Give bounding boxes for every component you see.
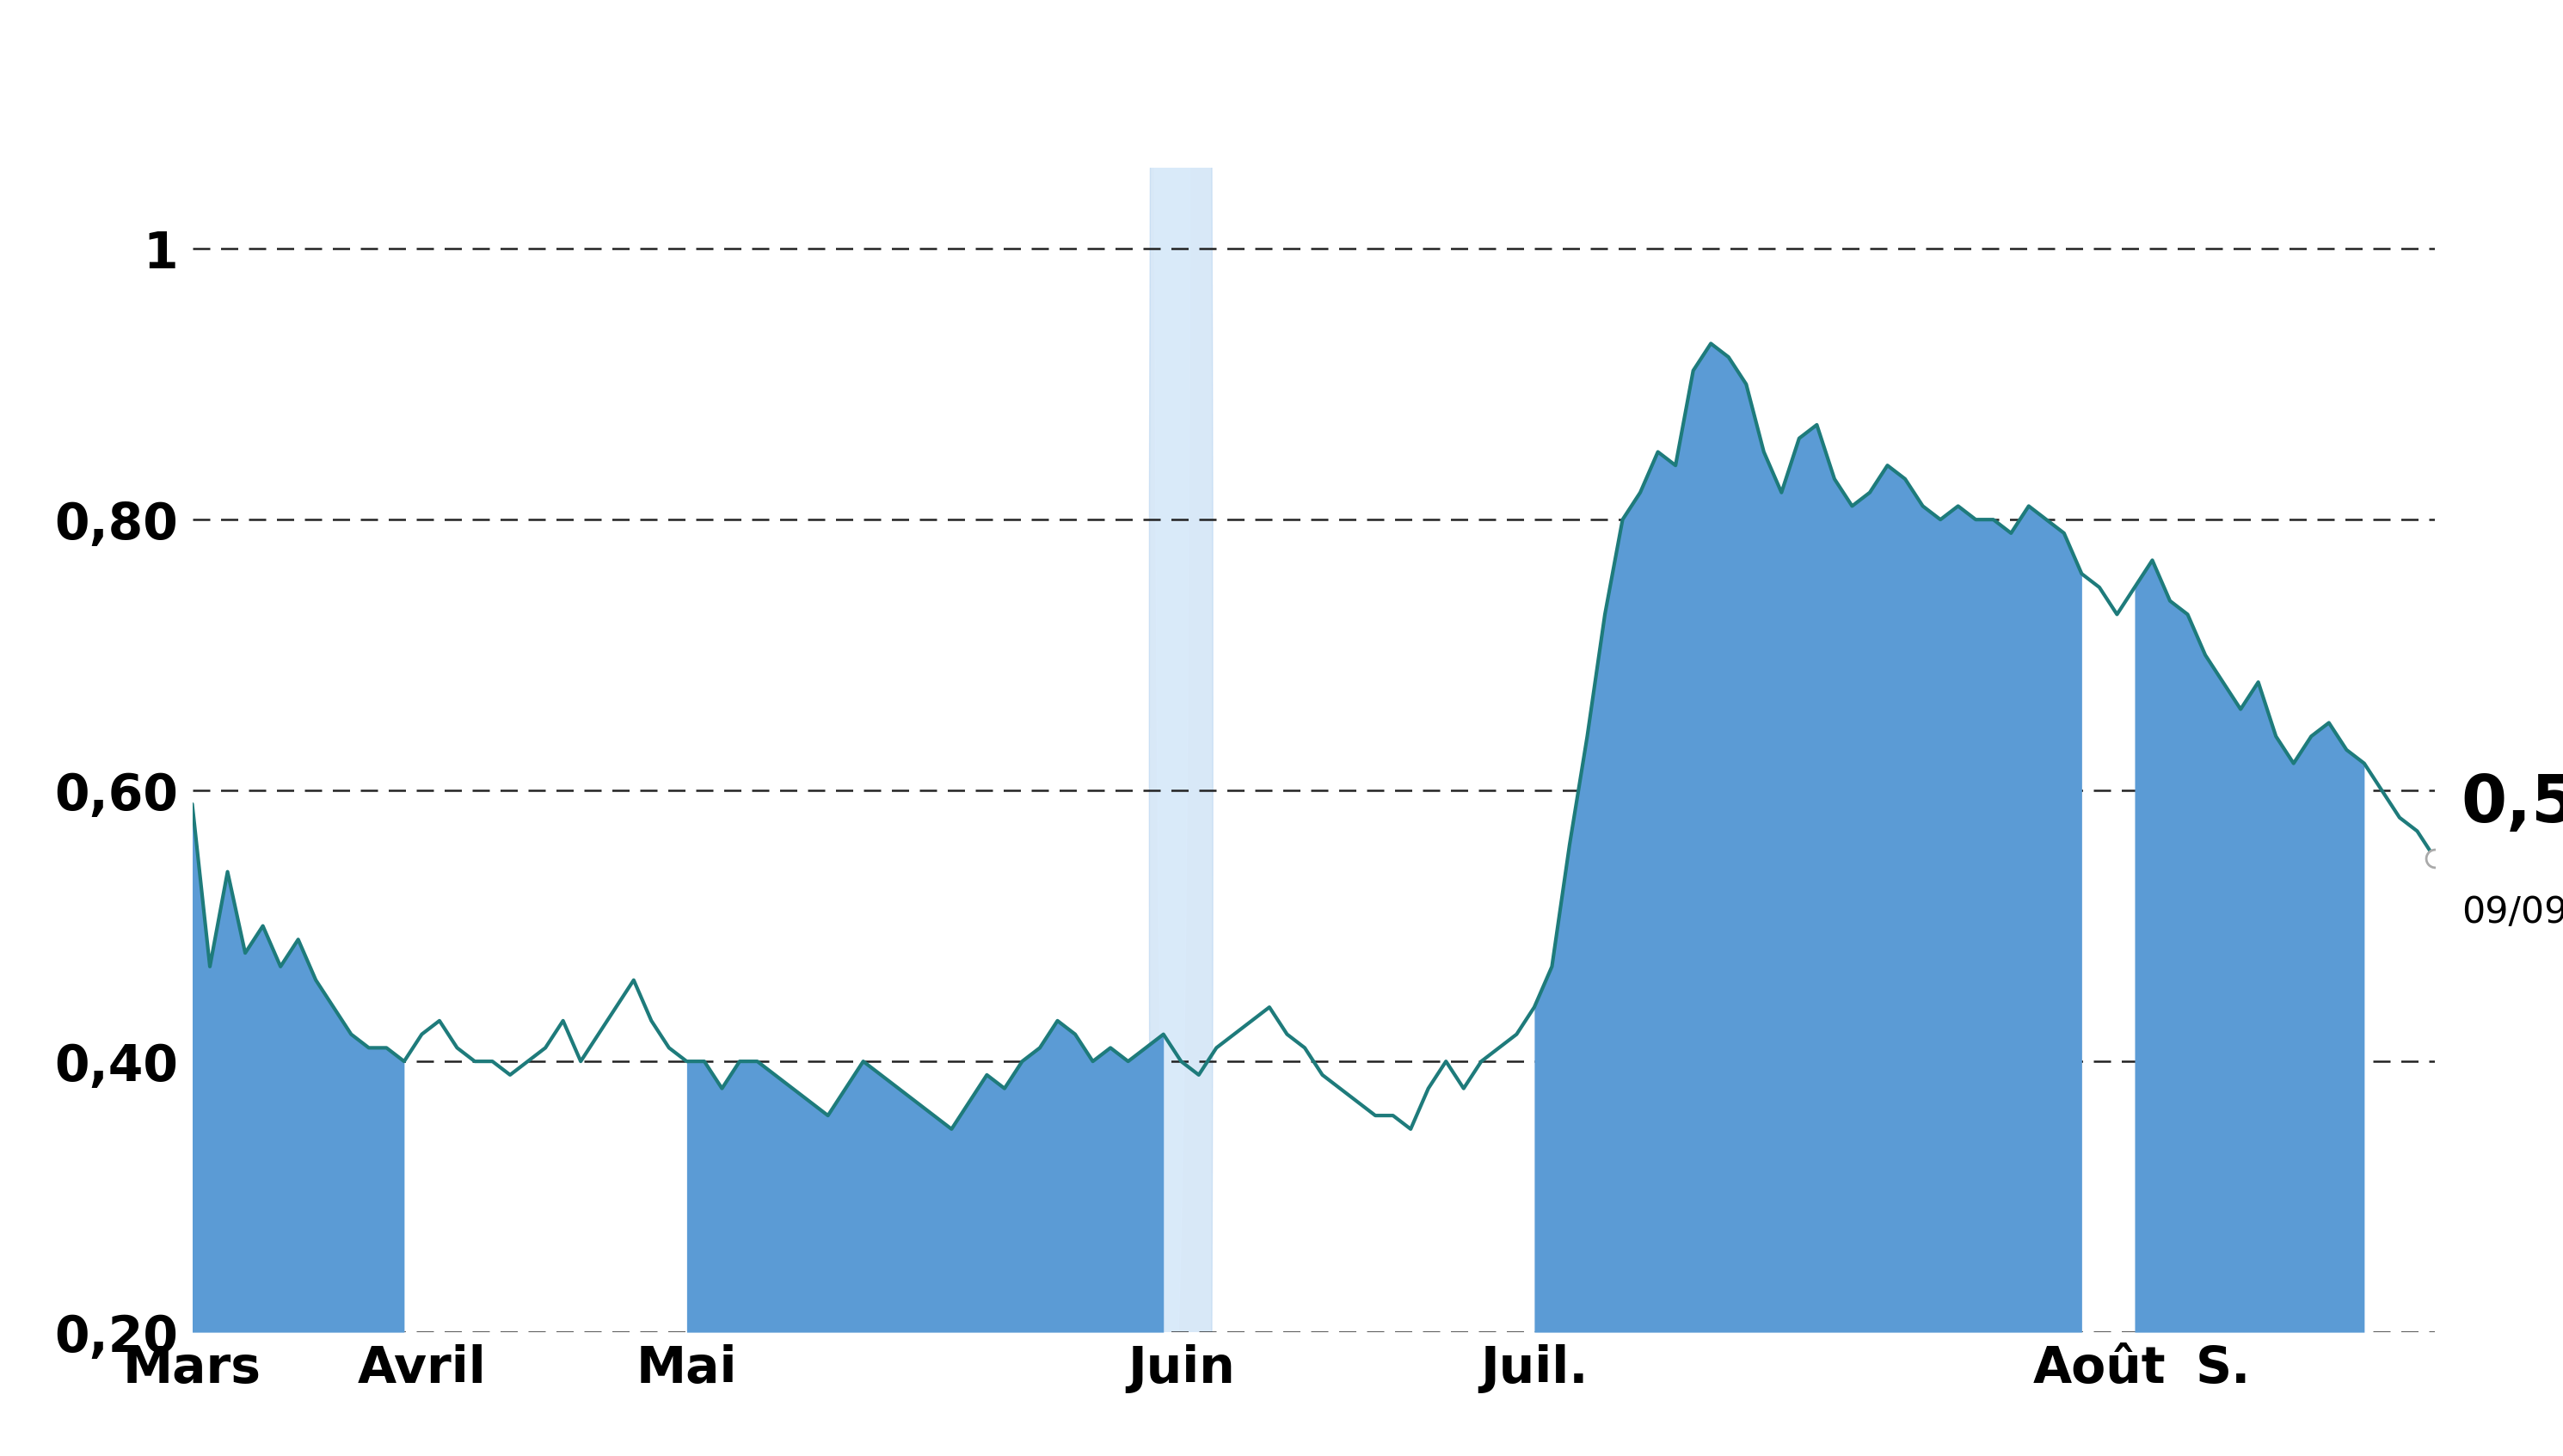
Circle shape [1153, 0, 1189, 1420]
Text: 0,55: 0,55 [2460, 772, 2563, 836]
Text: 09/09: 09/09 [2460, 894, 2563, 930]
Circle shape [1148, 0, 1212, 1456]
Text: A2Z Smart Technologies Corp.: A2Z Smart Technologies Corp. [472, 31, 2091, 122]
